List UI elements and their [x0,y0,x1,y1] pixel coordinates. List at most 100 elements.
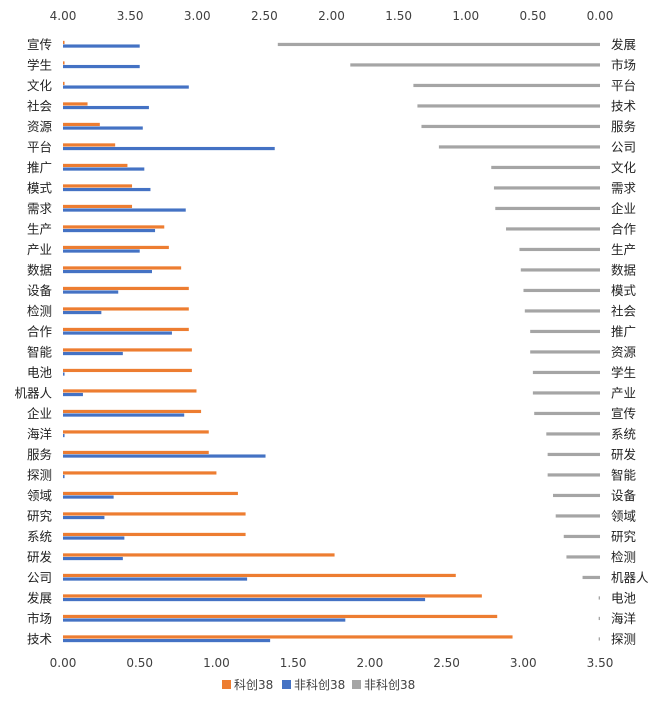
bar-grey [417,104,600,108]
right-category-label: 技术 [611,98,637,113]
right-category-label: 服务 [611,119,636,134]
bar-grey [563,534,600,539]
bar-blue [63,187,151,192]
bar-orange [63,40,65,45]
bar-blue [63,474,65,479]
bar-orange [63,471,217,475]
right-category-label: 资源 [611,344,637,359]
bar-orange [63,184,133,188]
legend-swatch [282,680,291,689]
bar-grey [546,432,600,436]
bar-blue [63,351,123,356]
bar-grey [547,473,600,477]
right-category-label: 合作 [611,221,637,236]
top-axis: 4.00 3.50 3.00 2.50 2.00 1.50 1.00 0.50 0.00 [50,9,614,23]
legend-swatch [222,680,231,689]
right-category-label: 生产 [611,242,636,257]
bar-grey [277,42,600,47]
bottom-tick-label: 0.50 [126,656,153,670]
bar-orange [63,102,88,106]
bar-blue [63,64,140,69]
bar-grey [413,83,600,88]
left-category-label: 公司 [27,570,52,585]
bar-blue [63,146,275,151]
bar-blue [63,495,114,499]
right-category-label: 宣传 [611,406,636,421]
bar-orange [63,61,65,65]
bar-orange [63,286,189,291]
legend-label: 非科创38 [364,678,415,692]
bar-orange [63,143,116,147]
right-category-label: 探测 [611,631,636,646]
left-category-labels: 宣传学生文化社会资源平台推广模式需求生产产业数据设备检测合作智能电池机器人企业海… [14,37,52,647]
bar-grey [598,616,600,621]
right-category-label: 需求 [611,180,637,195]
bar-orange [63,491,238,496]
bar-grey [438,145,600,149]
bar-orange [63,635,513,639]
right-category-label: 平台 [611,78,636,93]
bar-orange [63,81,65,86]
bar-orange [63,266,182,270]
right-category-label: 研发 [611,447,637,462]
bar-grey [530,329,600,334]
bar-blue [63,597,426,602]
right-category-label: 机器人 [611,570,649,585]
right-category-label: 文化 [611,160,637,175]
left-category-label: 资源 [27,119,53,134]
bottom-tick-label: 3.00 [510,656,537,670]
bar-blue [63,618,346,622]
right-category-label: 发展 [611,37,636,52]
bar-blue [63,167,145,171]
bar-grey [524,309,600,313]
bar-blue [63,44,140,48]
bar-blue [63,228,156,233]
left-category-label: 数据 [27,262,52,277]
left-category-label: 合作 [27,324,53,339]
left-category-label: 模式 [27,180,53,195]
left-category-label: 机器人 [14,385,52,400]
legend: 科创38 非科创38 非科创38 [222,678,415,692]
bar-orange [63,532,246,537]
left-category-label: 学生 [27,57,52,72]
bar-orange [63,327,189,332]
bar-orange [63,225,165,229]
bar-grey [555,514,600,518]
right-category-label: 领域 [611,508,636,523]
right-category-label: 推广 [611,324,636,339]
bar-grey [421,124,600,129]
top-tick-label: 1.00 [452,9,479,23]
left-category-label: 企业 [27,406,52,421]
top-tick-label: 4.00 [50,9,77,23]
bar-grey [506,227,600,231]
bar-blue [63,536,125,540]
bar-blue [63,105,149,110]
bottom-axis: 0.00 0.50 1.00 1.50 2.00 2.50 3.00 3.50 [50,656,614,670]
bar-blue [63,454,266,458]
bar-grey [523,288,600,293]
left-category-label: 生产 [27,221,52,236]
bar-orange [63,430,209,434]
right-category-label: 学生 [611,365,636,380]
bar-blue [63,290,119,294]
bar-grey [491,165,600,170]
left-category-label: 发展 [27,590,52,605]
bar-orange [63,573,456,578]
left-category-label: 电池 [27,365,53,380]
right-category-label: 研究 [611,529,637,544]
right-category-label: 产业 [611,385,636,400]
bottom-tick-label: 2.50 [433,656,460,670]
main-bars [63,40,513,643]
bar-grey [350,63,600,67]
bar-blue [63,310,102,315]
bar-grey [519,247,600,252]
bar-blue [63,331,172,335]
left-category-label: 市场 [27,611,52,626]
bar-orange [63,348,192,352]
bar-grey [530,350,600,354]
right-category-label: 社会 [611,303,637,318]
bottom-tick-label: 2.00 [356,656,383,670]
bar-blue [63,269,152,274]
left-category-label: 检测 [27,303,52,318]
bar-blue [63,249,140,253]
